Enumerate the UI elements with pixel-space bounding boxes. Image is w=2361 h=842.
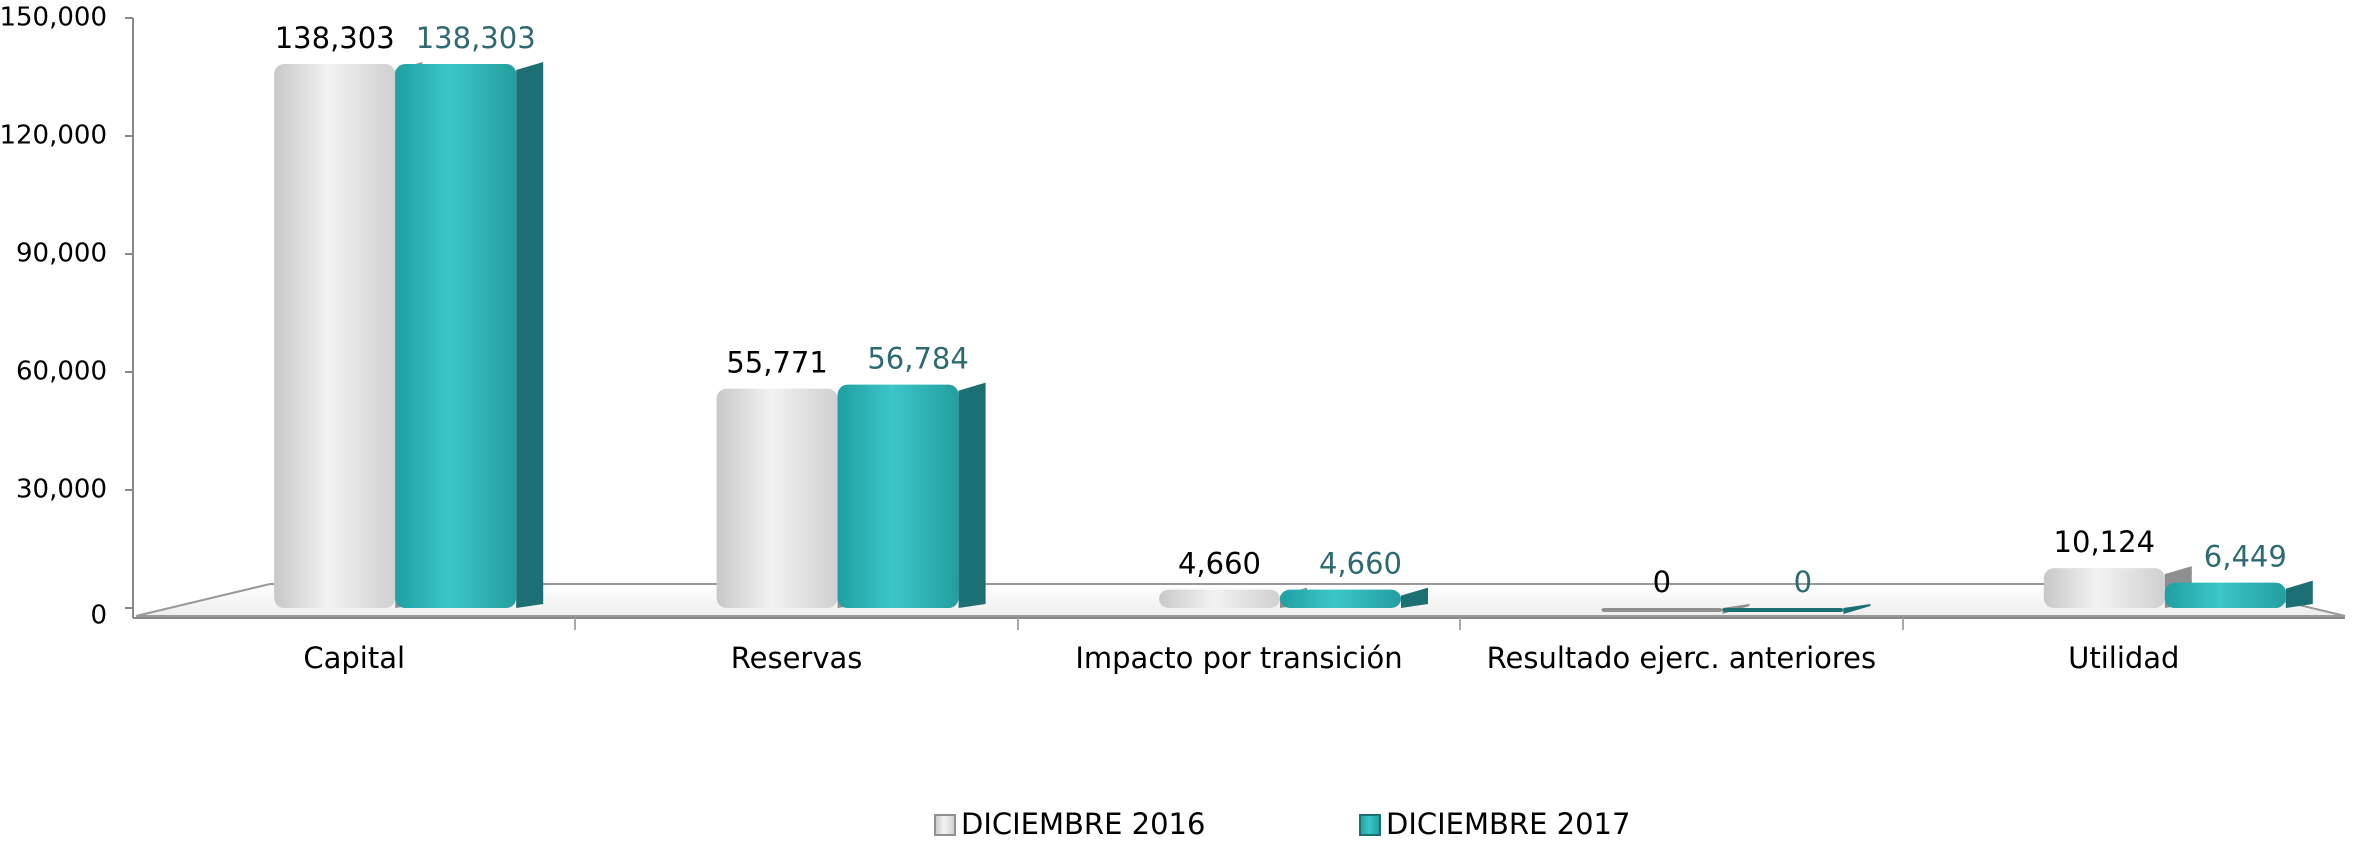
bar-side bbox=[1401, 587, 1428, 608]
legend-swatch bbox=[1359, 814, 1381, 836]
bar bbox=[2043, 568, 2165, 608]
legend-label: DICIEMBRE 2016 bbox=[961, 807, 1205, 841]
data-label: 6,449 bbox=[2204, 540, 2287, 574]
y-tick-label: 120,000 bbox=[0, 121, 107, 151]
bar bbox=[837, 384, 959, 608]
category-separators bbox=[574, 618, 1904, 630]
bar bbox=[274, 64, 396, 609]
data-label: 10,124 bbox=[2054, 525, 2155, 559]
bar-side bbox=[958, 382, 986, 608]
y-tick-label: 30,000 bbox=[16, 475, 107, 505]
bar-side bbox=[516, 62, 544, 609]
legend-swatch bbox=[934, 814, 956, 836]
data-label: 55,771 bbox=[726, 346, 827, 380]
data-label: 4,660 bbox=[1178, 547, 1261, 581]
bar bbox=[2164, 582, 2286, 608]
data-label: 0 bbox=[1794, 565, 1812, 599]
y-tick-label: 0 bbox=[90, 601, 107, 631]
bar bbox=[1280, 589, 1401, 608]
x-tick-label: Capital bbox=[303, 641, 405, 675]
bar bbox=[716, 388, 838, 608]
legend-label: DICIEMBRE 2017 bbox=[1386, 807, 1630, 841]
data-label: 138,303 bbox=[275, 21, 395, 55]
data-label: 0 bbox=[1653, 565, 1671, 599]
y-tick-label: 90,000 bbox=[16, 239, 107, 269]
x-tick-label: Resultado ejerc. anteriores bbox=[1487, 641, 1876, 675]
bar-side bbox=[2285, 580, 2313, 608]
x-tick-label: Impacto por transición bbox=[1075, 641, 1402, 675]
y-tick-label: 150,000 bbox=[0, 3, 107, 33]
data-label: 56,784 bbox=[867, 342, 968, 376]
data-label: 138,303 bbox=[416, 21, 536, 55]
bar bbox=[395, 64, 517, 609]
data-label: 4,660 bbox=[1319, 547, 1402, 581]
bar bbox=[1722, 608, 1844, 612]
bar-side bbox=[1843, 604, 1871, 614]
y-tick-label: 60,000 bbox=[16, 357, 107, 387]
x-tick-label: Utilidad bbox=[2068, 641, 2179, 675]
x-tick-label: Reservas bbox=[731, 641, 863, 675]
bar bbox=[1159, 589, 1280, 608]
bar bbox=[1601, 608, 1723, 612]
